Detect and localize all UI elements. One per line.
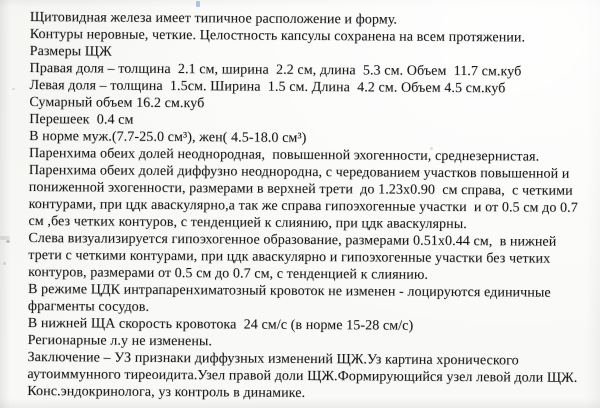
scan-speck bbox=[430, 147, 433, 150]
scan-speck bbox=[6, 240, 10, 243]
scan-speck bbox=[3, 262, 6, 265]
scan-speck bbox=[0, 236, 10, 240]
report-text-block: Щитовидная железа имеет типичное располо… bbox=[27, 9, 580, 404]
pen-mark-artifact bbox=[196, 1, 200, 7]
scan-speck bbox=[12, 88, 15, 90]
